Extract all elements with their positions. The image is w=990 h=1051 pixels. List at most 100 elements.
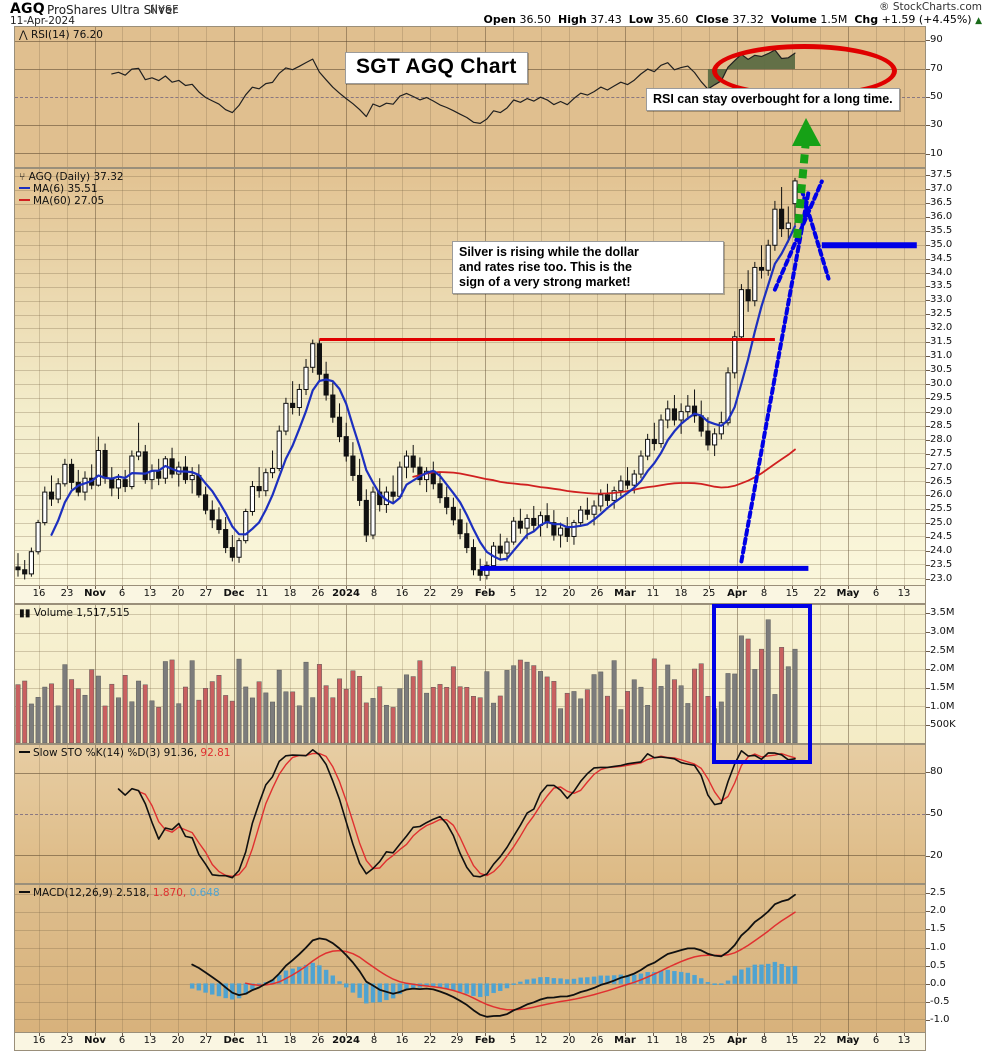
gridline-vertical bbox=[597, 169, 598, 585]
x-tick-label: Apr bbox=[727, 588, 747, 599]
gridline-vertical bbox=[67, 885, 68, 1032]
chg-label: Chg bbox=[854, 13, 879, 26]
volume-bar bbox=[256, 681, 262, 743]
gridline-vertical bbox=[150, 605, 151, 743]
macd-histogram-bar bbox=[223, 983, 228, 999]
volume-bar bbox=[28, 703, 34, 743]
volume-bar bbox=[785, 666, 791, 743]
x-tick-label: 6 bbox=[118, 588, 126, 599]
volume-bar bbox=[102, 705, 108, 743]
x-tick-mark bbox=[67, 1033, 68, 1036]
volume-bar bbox=[75, 688, 81, 743]
volume-bar bbox=[357, 675, 363, 743]
macd-histogram-bar bbox=[511, 983, 516, 985]
macd-histogram-bar bbox=[464, 983, 469, 994]
volume-bar bbox=[450, 666, 456, 743]
candlestick bbox=[115, 474, 122, 500]
gridline-vertical bbox=[374, 885, 375, 1032]
gridline-vertical bbox=[904, 745, 905, 883]
candlestick bbox=[758, 245, 765, 279]
y-tick-mark bbox=[926, 40, 930, 41]
gridline bbox=[15, 398, 925, 399]
macd-histogram-bar bbox=[792, 965, 798, 984]
candlestick bbox=[350, 442, 356, 481]
gridline bbox=[15, 176, 925, 177]
rsi-legend-icon: ⋀ bbox=[19, 29, 28, 41]
x-tick-mark bbox=[764, 586, 765, 589]
candlestick bbox=[229, 535, 235, 562]
x-tick-mark bbox=[39, 586, 40, 589]
macd-panel: MACD(12,26,9) 2.518, 1.870, 0.648 bbox=[14, 884, 926, 1033]
x-tick-mark bbox=[848, 586, 849, 589]
macd-histogram-bar bbox=[277, 975, 282, 984]
x-tick-mark bbox=[430, 1033, 431, 1036]
y-tick-label: 3.5M bbox=[930, 607, 955, 618]
price-y-axis: 37.5 37.0 36.5 36.0 35.5 35.0 34.5 34.0 33.5 33.0… bbox=[926, 168, 990, 586]
macd-y-axis: 2.5 2.0 1.5 1.0 0.5 0.0 -0.5 -1.0 bbox=[926, 884, 990, 1033]
y-tick-mark bbox=[926, 814, 930, 815]
x-tick-label: 26 bbox=[311, 1035, 325, 1046]
gridline-vertical bbox=[513, 885, 514, 1032]
macd-histogram-bar bbox=[203, 983, 208, 993]
gridline bbox=[15, 481, 925, 482]
volume-bar bbox=[471, 696, 476, 743]
x-tick-label: 22 bbox=[423, 588, 437, 599]
x-tick-mark bbox=[318, 586, 319, 589]
x-tick-label: 11 bbox=[255, 1035, 269, 1046]
x-tick-mark bbox=[792, 1033, 793, 1036]
candlestick bbox=[678, 403, 684, 434]
x-tick-mark bbox=[374, 586, 375, 589]
gridline-vertical bbox=[541, 169, 542, 585]
gridline-vertical bbox=[178, 605, 179, 743]
macd-plot-area bbox=[15, 885, 925, 1032]
x-tick-mark bbox=[150, 1033, 151, 1036]
macd-histogram-bar bbox=[451, 983, 456, 991]
volume-bar bbox=[665, 664, 671, 743]
gridline-vertical bbox=[234, 885, 235, 1032]
volume-bar bbox=[62, 664, 68, 743]
gridline bbox=[15, 855, 925, 856]
y-tick-mark bbox=[926, 966, 930, 967]
y-tick-mark bbox=[926, 929, 930, 930]
x-tick-mark bbox=[485, 586, 486, 589]
volume-legend: ▮▮ Volume 1,517,515 bbox=[19, 607, 130, 619]
candlestick bbox=[691, 389, 698, 423]
y-tick-mark bbox=[926, 1002, 930, 1003]
volume-bar bbox=[772, 694, 778, 743]
candlestick bbox=[651, 422, 657, 451]
gridline-vertical bbox=[737, 885, 738, 1032]
volume-bar bbox=[343, 688, 349, 743]
volume-bar bbox=[310, 697, 316, 743]
x-tick-label: 12 bbox=[534, 1035, 548, 1046]
gridline bbox=[15, 370, 925, 371]
macd-histogram-bar bbox=[558, 978, 563, 984]
chg-value: +1.59 (+4.45%) bbox=[881, 13, 972, 26]
candlestick bbox=[671, 395, 678, 426]
candlestick bbox=[82, 471, 88, 501]
x-tick-label: 18 bbox=[674, 588, 688, 599]
x-tick-label: 16 bbox=[32, 1035, 46, 1046]
macd-histogram-bar bbox=[397, 983, 403, 995]
candlestick bbox=[323, 361, 329, 401]
gridline-vertical bbox=[848, 885, 849, 1032]
volume-bar bbox=[598, 671, 604, 743]
volume-y-axis: 3.5M 3.0M 2.5M 2.0M 1.5M 1.0M 500K bbox=[926, 604, 990, 744]
volume-bar bbox=[705, 696, 711, 743]
stochastic-y-axis: 80 50 20 bbox=[926, 744, 990, 884]
macd-histogram-bar bbox=[585, 977, 590, 984]
gridline-vertical bbox=[39, 885, 40, 1032]
x-tick-mark bbox=[122, 586, 123, 589]
candlestick bbox=[209, 500, 215, 529]
candlestick bbox=[69, 458, 75, 490]
gridline-vertical bbox=[234, 605, 235, 743]
candlestick bbox=[591, 500, 597, 526]
x-tick-label: 2024 bbox=[332, 588, 360, 599]
volume-value: 1.5M bbox=[820, 13, 848, 26]
candlestick bbox=[665, 400, 671, 429]
x-tick-mark bbox=[876, 586, 877, 589]
macd-histogram-bar bbox=[337, 981, 342, 984]
gridline-vertical bbox=[904, 885, 905, 1032]
y-tick-label: 30.5 bbox=[930, 364, 953, 375]
gridline-vertical bbox=[653, 169, 654, 585]
quote-summary: Open 36.50 High 37.43 Low 35.60 Close 37… bbox=[483, 13, 982, 26]
